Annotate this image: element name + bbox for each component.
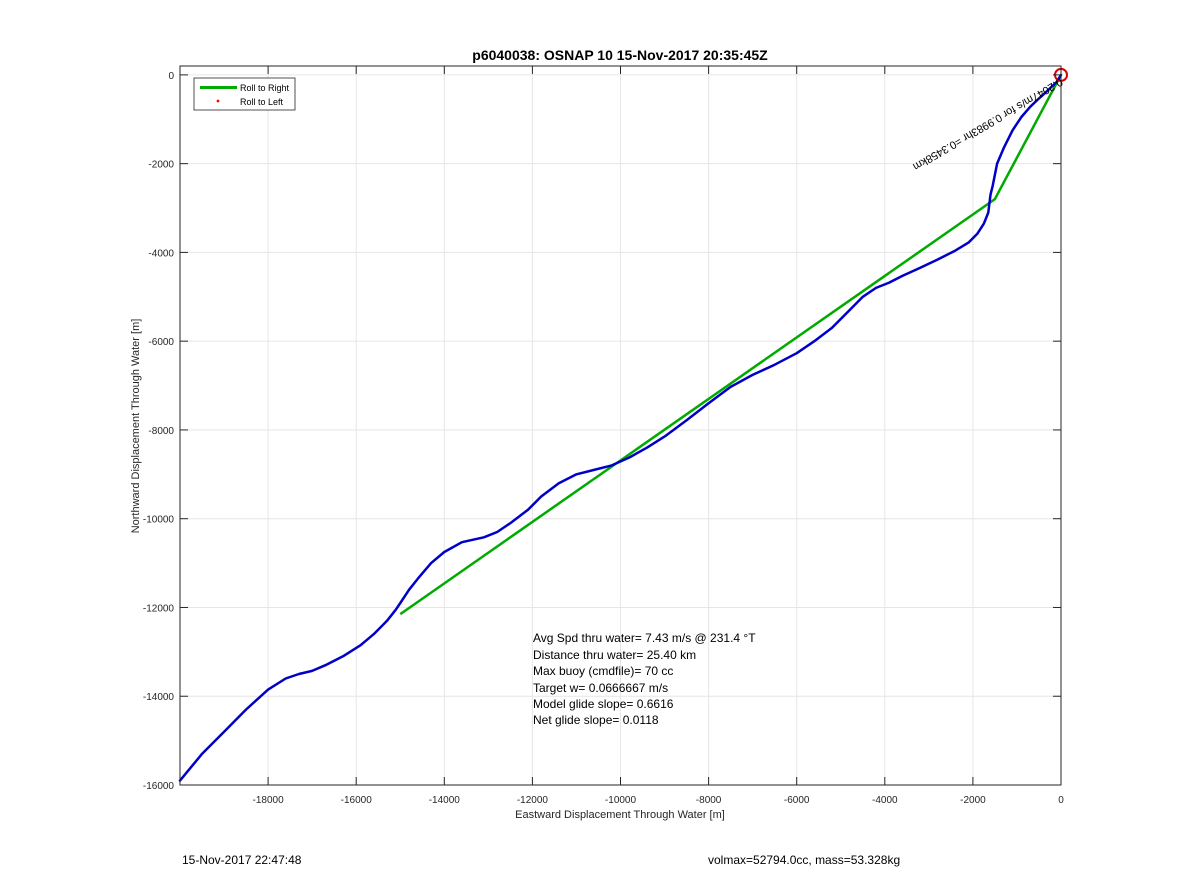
y-axis-label: Northward Displacement Through Water [m] bbox=[130, 319, 142, 534]
stat-model-glide-slope: Model glide slope= 0.6616 bbox=[533, 697, 674, 711]
series-line-green bbox=[399, 74, 1063, 616]
y-tick-label: -4000 bbox=[148, 248, 174, 259]
ticks: -18000 -16000 -14000 -12000 -10000 -8000 -6000… bbox=[143, 66, 1064, 806]
x-tick-label: -6000 bbox=[784, 795, 810, 806]
y-tick-label: -12000 bbox=[143, 603, 175, 614]
x-axis-label: Eastward Displacement Through Water [m] bbox=[515, 809, 725, 821]
y-tick-label: 0 bbox=[168, 71, 174, 82]
footer-volmax-mass: volmax=52794.0cc, mass=53.328kg bbox=[708, 853, 901, 867]
chart-title: p6040038: OSNAP 10 15-Nov-2017 20:35:45Z bbox=[472, 47, 768, 63]
stat-net-glide-slope: Net glide slope= 0.0118 bbox=[533, 713, 659, 727]
x-tick-label: -18000 bbox=[253, 795, 285, 806]
stat-distance: Distance thru water= 25.40 km bbox=[533, 648, 696, 662]
series-line-blue bbox=[178, 73, 1063, 782]
stat-target-w: Target w= 0.0666667 m/s bbox=[533, 681, 668, 695]
y-tick-label: -14000 bbox=[143, 692, 175, 703]
y-tick-label: -16000 bbox=[143, 781, 175, 792]
x-tick-label: -12000 bbox=[517, 795, 549, 806]
stat-max-buoy: Max buoy (cmdfile)= 70 cc bbox=[533, 664, 673, 678]
x-tick-label: -4000 bbox=[872, 795, 898, 806]
y-tick-label: -2000 bbox=[148, 160, 174, 171]
x-tick-label: -10000 bbox=[605, 795, 637, 806]
legend-label-roll-left: Roll to Left bbox=[240, 97, 284, 107]
stats-block: Avg Spd thru water= 7.43 m/s @ 231.4 °T … bbox=[533, 631, 756, 727]
x-tick-label: -8000 bbox=[696, 795, 722, 806]
stat-avg-speed: Avg Spd thru water= 7.43 m/s @ 231.4 °T bbox=[533, 631, 756, 645]
y-tick-label: -8000 bbox=[148, 426, 174, 437]
y-tick-label: -10000 bbox=[143, 515, 175, 526]
x-tick-label: -14000 bbox=[429, 795, 461, 806]
legend-label-roll-right: Roll to Right bbox=[240, 83, 290, 93]
footer-timestamp: 15-Nov-2017 22:47:48 bbox=[182, 853, 302, 867]
x-tick-label: -2000 bbox=[960, 795, 986, 806]
legend-box bbox=[193, 77, 296, 111]
legend: Roll to Right Roll to Left bbox=[193, 77, 296, 111]
x-tick-label: 0 bbox=[1058, 795, 1064, 806]
y-tick-label: -6000 bbox=[148, 337, 174, 348]
legend-swatch-roll-left bbox=[216, 99, 220, 103]
x-tick-label: -16000 bbox=[341, 795, 373, 806]
